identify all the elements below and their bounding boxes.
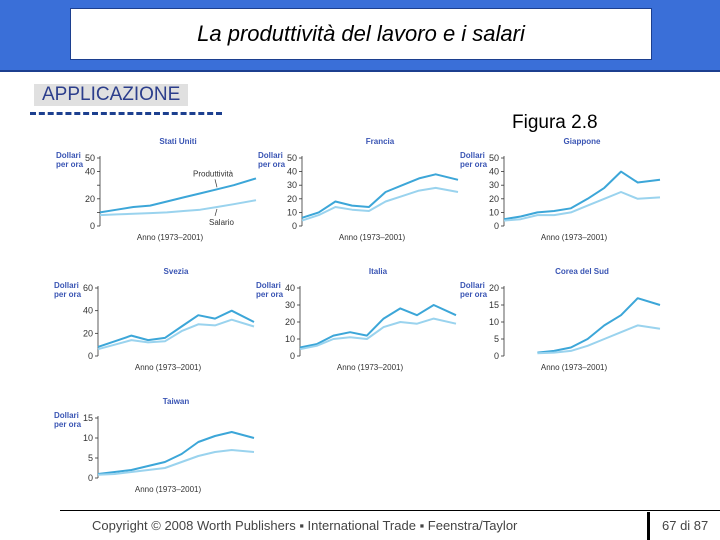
y-tick-label: 30 [489, 180, 499, 190]
y-tick-label: 40 [285, 283, 295, 293]
y-tick-label: 15 [489, 300, 499, 310]
chart-title-giappone: Giappone [564, 137, 601, 146]
y-tick-label: 40 [83, 306, 93, 316]
y-tick-label: 10 [83, 433, 93, 443]
chart-title-francia: Francia [366, 137, 395, 146]
series-line-salario [503, 191, 661, 222]
chart-svg-taiwan: Taiwan Dollari per ora 0 5 10 15 Anno (1973–200… [54, 397, 255, 494]
y-tick-label: 50 [85, 153, 95, 163]
y-tick-label: 5 [494, 334, 499, 344]
chart-title-svezia: Svezia [164, 267, 189, 276]
annotation-leader-produttivita [214, 179, 218, 188]
y-axis-label-corea-del-sud: Dollari per ora [460, 281, 488, 299]
series-line-produttivit [537, 297, 661, 354]
title-bar: La produttività del lavoro e i salari [0, 0, 720, 72]
y-axis-label-italia: Dollari per ora [256, 281, 284, 299]
series-line-produttivit [301, 173, 459, 219]
y-tick-label: 10 [489, 207, 499, 217]
chart-title-stati-uniti: Stati Uniti [159, 137, 196, 146]
series-line-salario [301, 186, 459, 222]
y-axis-label-taiwan: Dollari per ora [54, 411, 82, 429]
series-line-produttivit [99, 177, 257, 214]
y-tick-label: 0 [88, 473, 93, 483]
x-axis-label-svezia: Anno (1973–2001) [135, 363, 202, 372]
y-tick-label: 20 [285, 317, 295, 327]
series-line-salario [537, 324, 661, 355]
y-axis-label-francia: Dollari per ora [258, 151, 286, 169]
y-tick-label: 0 [494, 221, 499, 231]
y-tick-label: 30 [287, 180, 297, 190]
chart-panel-svezia: Svezia Dollari per ora 0 20 40 60 Anno (1973–20… [52, 266, 262, 374]
slide-title: La produttività del lavoro e i salari [197, 21, 525, 46]
y-tick-label: 0 [494, 351, 499, 361]
annotation-leader-salario [214, 208, 218, 217]
chart-panel-taiwan: Taiwan Dollari per ora 0 5 10 15 Anno (1973–200… [52, 396, 262, 496]
y-tick-label: 0 [88, 351, 93, 361]
x-axis-label-giappone: Anno (1973–2001) [541, 233, 608, 242]
chart-panel-francia: Francia Dollari per ora 0 10 20 30 40 50 Anno (19… [256, 136, 466, 244]
y-tick-label: 0 [90, 221, 95, 231]
y-tick-label: 40 [489, 167, 499, 177]
y-tick-label: 20 [85, 194, 95, 204]
chart-svg-francia: Francia Dollari per ora 0 10 20 30 40 50 Anno (19… [258, 137, 459, 242]
y-tick-label: 30 [285, 300, 295, 310]
y-axis-label-svezia: Dollari per ora [54, 281, 82, 299]
page-number: 67 di 87 [662, 518, 709, 533]
series-line-salario [97, 318, 255, 351]
series-line-produttivit [97, 431, 255, 475]
y-axis-label-stati-uniti: Dollari per ora [56, 151, 84, 169]
y-tick-label: 5 [88, 453, 93, 463]
chart-svg-italia: Italia Dollari per ora 0 10 20 30 40 Anno (1973–… [256, 267, 457, 372]
y-tick-label: 40 [85, 167, 95, 177]
footer-line [60, 510, 720, 511]
y-axis-label-giappone: Dollari per ora [460, 151, 488, 169]
x-axis-label-stati-uniti: Anno (1973–2001) [137, 233, 204, 242]
chart-svg-stati-uniti: Stati Uniti Dollari per ora 0 20 40 50 Anno (19… [56, 137, 257, 242]
figure-label: Figura 2.8 [512, 112, 598, 133]
chart-svg-corea-del-sud: Corea del Sud Dollari per ora 0 5 10 15 20 Anno … [460, 267, 661, 372]
y-tick-label: 50 [287, 153, 297, 163]
series-line-produttivit [97, 309, 255, 348]
chart-svg-svezia: Svezia Dollari per ora 0 20 40 60 Anno (1973–20… [54, 267, 255, 372]
chart-title-taiwan: Taiwan [163, 397, 190, 406]
y-tick-label: 15 [83, 413, 93, 423]
y-tick-label: 0 [292, 221, 297, 231]
section-label: APPLICAZIONE [34, 84, 189, 106]
x-axis-label-corea-del-sud: Anno (1973–2001) [541, 363, 608, 372]
series-line-salario [97, 449, 255, 476]
y-tick-label: 10 [489, 317, 499, 327]
series-line-salario [299, 317, 457, 351]
series-line-salario [99, 199, 257, 217]
chart-panel-corea-del-sud: Corea del Sud Dollari per ora 0 5 10 15 20 Anno … [458, 266, 668, 374]
y-tick-label: 20 [489, 194, 499, 204]
y-tick-label: 20 [489, 283, 499, 293]
footer-divider [647, 512, 650, 540]
y-tick-label: 0 [290, 351, 295, 361]
chart-title-italia: Italia [369, 267, 388, 276]
title-box: La produttività del lavoro e i salari [70, 8, 652, 60]
y-tick-label: 20 [83, 328, 93, 338]
chart-panel-italia: Italia Dollari per ora 0 10 20 30 40 Anno (1973–… [254, 266, 464, 374]
series-line-produttivit [299, 304, 457, 349]
annotation-produttivita: Produttività [193, 169, 234, 178]
copyright-text: Copyright © 2008 Worth Publishers ▪ Inte… [92, 518, 518, 533]
y-tick-label: 20 [287, 194, 297, 204]
chart-panel-giappone: Giappone Dollari per ora 0 10 20 30 40 50 Anno (1… [458, 136, 668, 244]
annotation-salario: Salario [209, 218, 234, 227]
x-axis-label-taiwan: Anno (1973–2001) [135, 485, 202, 494]
y-tick-label: 60 [83, 283, 93, 293]
x-axis-label-francia: Anno (1973–2001) [339, 233, 406, 242]
chart-svg-giappone: Giappone Dollari per ora 0 10 20 30 40 50 Anno (1… [460, 137, 661, 242]
chart-panel-stati-uniti: Stati Uniti Dollari per ora 0 20 40 50 Anno (19… [54, 136, 264, 244]
y-tick-label: 10 [287, 207, 297, 217]
series-line-produttivit [503, 170, 661, 221]
dashed-divider [30, 112, 222, 115]
chart-title-corea-del-sud: Corea del Sud [555, 267, 609, 276]
x-axis-label-italia: Anno (1973–2001) [337, 363, 404, 372]
y-tick-label: 40 [287, 167, 297, 177]
y-tick-label: 50 [489, 153, 499, 163]
y-tick-label: 10 [285, 334, 295, 344]
